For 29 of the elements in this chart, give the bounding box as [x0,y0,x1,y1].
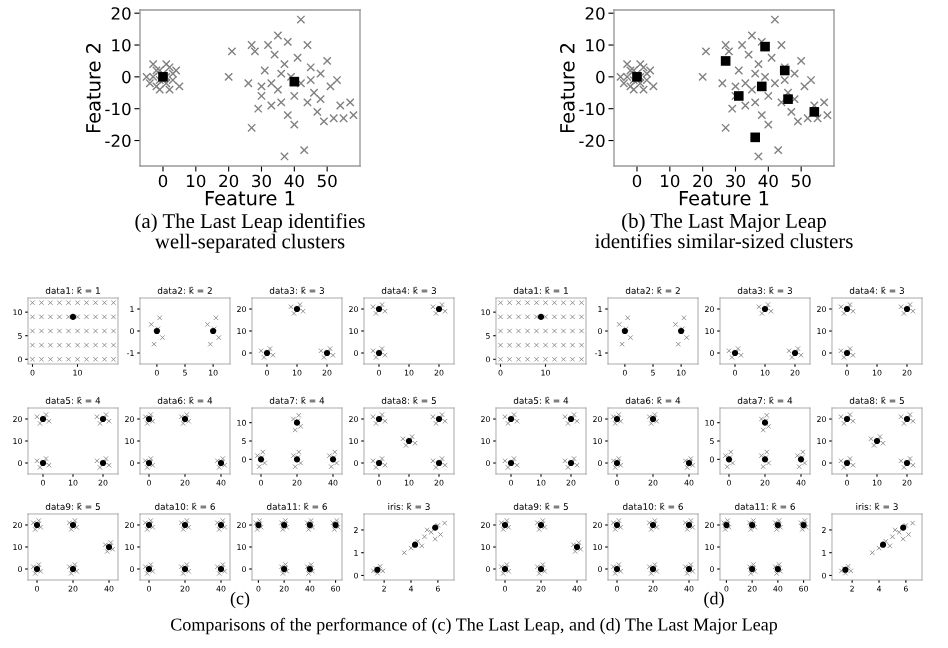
y-tick-label: 20 [585,7,605,20]
y-tick-label: -20 [579,134,605,148]
x-tick-label: 0 [632,174,642,188]
text: (b) The Last Major Leap identifies similar-sized clusters [595,213,853,249]
x-tick-label: 0 [158,174,168,188]
x-tick-label: 30 [252,174,271,188]
x-tick-label: 10 [661,174,680,188]
x-axis-title: Feature 1 [679,191,769,206]
y-tick-label: 0 [122,70,131,84]
x-tick-label: 50 [791,174,811,188]
y-axis-title: Feature 2 [85,43,101,133]
x-tick-label: 40 [284,174,304,188]
x-axis-title: Feature 1 [205,191,295,206]
x-tick-label: 40 [758,174,778,188]
y-tick-label: -10 [579,102,605,116]
text: (a) The Last Leap identifies well-separated clusters [135,213,365,253]
y-tick-label: -20 [105,134,131,148]
x-tick-label: 10 [187,174,206,188]
x-tick-label: 50 [317,174,337,188]
y-axis-title: Feature 2 [559,43,575,133]
text: (c) [230,591,250,609]
y-tick-label: 0 [596,70,605,84]
y-tick-label: -10 [105,102,131,116]
y-tick-label: 20 [111,7,131,20]
y-tick-label: 10 [112,38,131,52]
text: Comparisons of the performance of (c) The Last Leap, and (d) The Last Major Leap [170,617,778,635]
text: (d) [704,591,724,609]
x-tick-label: 30 [726,174,745,188]
y-tick-label: 10 [586,38,605,52]
